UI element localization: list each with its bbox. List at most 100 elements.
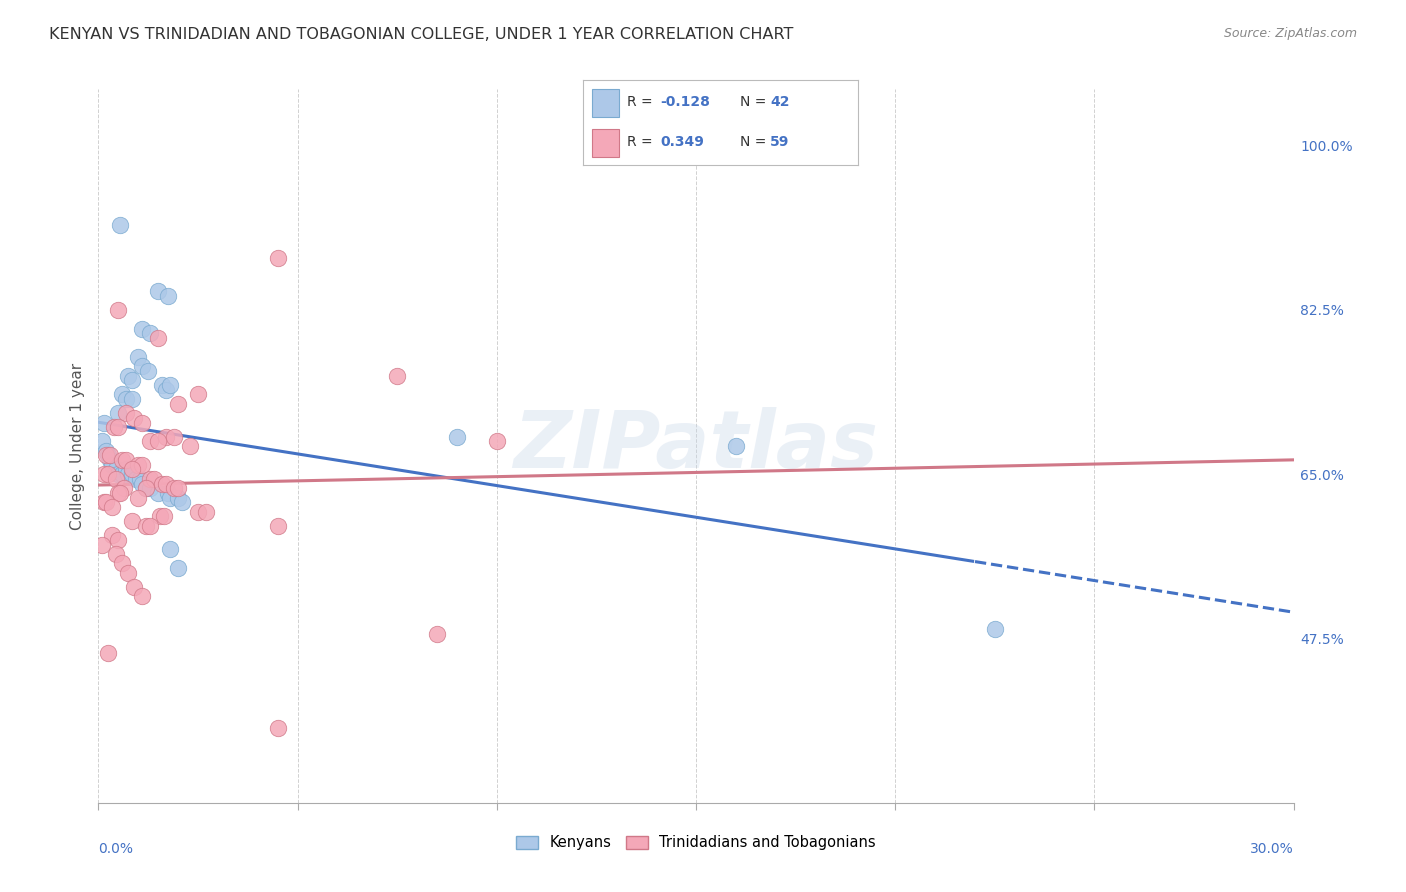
Point — [157, 486, 180, 500]
Point — [93, 467, 115, 482]
Point — [139, 472, 162, 486]
Point — [101, 458, 124, 472]
Point — [143, 472, 166, 486]
Point — [110, 486, 132, 500]
Text: ZIPatlas: ZIPatlas — [513, 407, 879, 485]
Point — [91, 434, 114, 449]
Text: KENYAN VS TRINIDADIAN AND TOBAGONIAN COLLEGE, UNDER 1 YEAR CORRELATION CHART: KENYAN VS TRINIDADIAN AND TOBAGONIAN COL… — [49, 27, 793, 42]
Point — [131, 589, 153, 603]
Point — [163, 481, 186, 495]
Point — [148, 434, 170, 449]
Point — [101, 500, 124, 514]
Point — [267, 518, 290, 533]
Point — [115, 406, 138, 420]
Point — [385, 368, 409, 383]
Point — [96, 495, 118, 509]
Point — [127, 350, 149, 364]
Point — [96, 443, 118, 458]
Point — [124, 410, 146, 425]
Point — [187, 387, 209, 401]
Point — [148, 284, 170, 298]
Text: R =: R = — [627, 95, 658, 110]
Point — [111, 453, 134, 467]
Point — [155, 476, 177, 491]
Point — [485, 434, 508, 449]
Point — [107, 486, 129, 500]
Point — [139, 434, 162, 449]
Point — [91, 538, 114, 552]
Point — [446, 429, 468, 443]
Point — [155, 429, 177, 443]
Point — [131, 476, 153, 491]
Point — [97, 449, 120, 463]
Text: N =: N = — [740, 136, 770, 149]
Point — [121, 392, 143, 406]
Point — [157, 289, 180, 303]
Point — [139, 518, 162, 533]
Point — [172, 495, 194, 509]
Text: 0.349: 0.349 — [661, 136, 704, 149]
Point — [127, 458, 149, 472]
Point — [159, 378, 181, 392]
Point — [115, 453, 138, 467]
Point — [129, 472, 152, 486]
Point — [115, 392, 138, 406]
Point — [159, 542, 181, 557]
Point — [127, 491, 149, 505]
Point — [121, 467, 143, 482]
Point — [984, 622, 1007, 636]
Point — [135, 518, 157, 533]
Point — [131, 359, 153, 374]
Point — [148, 486, 170, 500]
Point — [135, 481, 157, 495]
Text: 30.0%: 30.0% — [1250, 842, 1294, 856]
Point — [136, 364, 159, 378]
Point — [131, 458, 153, 472]
Point — [167, 561, 190, 575]
FancyBboxPatch shape — [592, 128, 619, 157]
Point — [121, 514, 143, 528]
Point — [426, 627, 449, 641]
Point — [125, 472, 148, 486]
Point — [167, 491, 190, 505]
Point — [179, 439, 201, 453]
Point — [150, 378, 173, 392]
Point — [139, 326, 162, 341]
Point — [107, 420, 129, 434]
Point — [93, 495, 115, 509]
Point — [110, 219, 132, 233]
Point — [111, 467, 134, 482]
Point — [267, 721, 290, 735]
Point — [155, 383, 177, 397]
Point — [124, 580, 146, 594]
Text: -0.128: -0.128 — [661, 95, 710, 110]
Point — [153, 509, 176, 524]
Point — [105, 547, 128, 561]
Text: 59: 59 — [770, 136, 789, 149]
Point — [159, 491, 181, 505]
Point — [105, 462, 128, 476]
Point — [131, 416, 153, 430]
Point — [107, 467, 129, 482]
Point — [96, 449, 118, 463]
Point — [163, 429, 186, 443]
Point — [150, 476, 173, 491]
Point — [167, 481, 190, 495]
Point — [112, 481, 135, 495]
Point — [97, 467, 120, 482]
Point — [97, 646, 120, 660]
Point — [187, 505, 209, 519]
FancyBboxPatch shape — [592, 89, 619, 117]
Point — [101, 528, 124, 542]
Point — [98, 453, 122, 467]
Legend: Kenyans, Trinidadians and Tobagonians: Kenyans, Trinidadians and Tobagonians — [510, 830, 882, 856]
Point — [117, 566, 139, 580]
Point — [139, 481, 162, 495]
Point — [724, 439, 747, 453]
Point — [117, 467, 139, 482]
Text: R =: R = — [627, 136, 658, 149]
Point — [195, 505, 218, 519]
Y-axis label: College, Under 1 year: College, Under 1 year — [69, 362, 84, 530]
Point — [148, 331, 170, 345]
Point — [105, 472, 128, 486]
